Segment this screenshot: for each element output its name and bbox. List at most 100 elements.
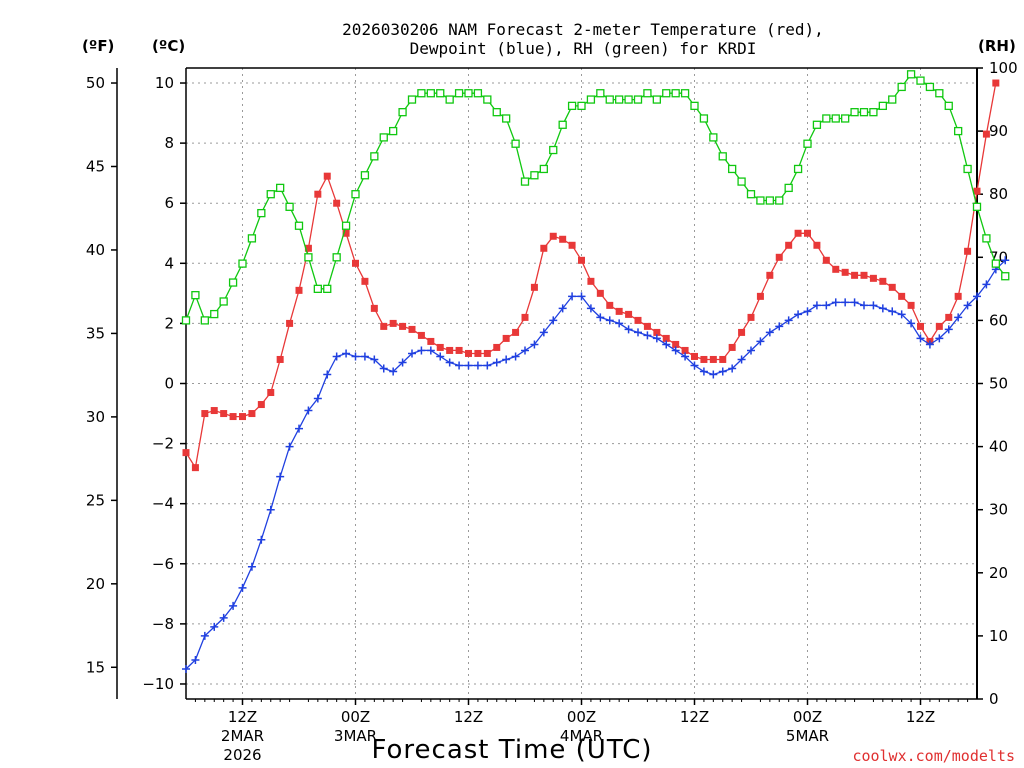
- temperature-point: [634, 316, 642, 324]
- dewpoint-point: [963, 301, 972, 310]
- rh-point: [492, 108, 501, 117]
- dewpoint-point: [191, 655, 200, 664]
- rh-tick-label: 0: [989, 690, 999, 708]
- rh-point: [407, 95, 417, 104]
- temperature-point: [521, 313, 529, 321]
- rh-point: [803, 139, 812, 148]
- rh-point: [219, 297, 228, 306]
- dewpoint-point: [671, 346, 680, 355]
- dewpoint-point: [492, 358, 501, 367]
- dewpoint-point: [747, 346, 755, 355]
- dewpoint-point: [323, 370, 332, 379]
- rh-point: [247, 234, 257, 243]
- temperature-point: [399, 322, 407, 330]
- temperature-point: [606, 301, 614, 309]
- dewpoint-point: [417, 346, 426, 355]
- dewpoint-point: [558, 304, 567, 313]
- temperature-point: [483, 349, 491, 357]
- temperature-point: [286, 319, 294, 327]
- rh-tick-label: 20: [989, 564, 1008, 582]
- rh-point: [257, 208, 266, 218]
- date-label: 5MAR: [786, 727, 829, 745]
- dewpoint-point: [464, 361, 473, 370]
- rh-point: [775, 196, 784, 205]
- time-tick-label: 12Z: [454, 708, 483, 726]
- dewpoint-point: [389, 367, 398, 376]
- rh-point: [859, 108, 869, 117]
- dewpoint-point: [266, 505, 275, 514]
- rh-point: [398, 108, 407, 117]
- rh-unit-label: (RH): [978, 37, 1016, 55]
- rh-point: [624, 95, 633, 104]
- temperature-point: [832, 265, 840, 273]
- celsius-tick-label: 10: [155, 74, 174, 92]
- temperature-point: [719, 355, 727, 363]
- dewpoint-point: [229, 601, 238, 610]
- celsius-tick-label: 6: [164, 194, 174, 212]
- dewpoint-point: [295, 424, 303, 433]
- dewpoint-point: [897, 310, 906, 319]
- rh-tick-label: 50: [989, 375, 1008, 393]
- rh-point: [982, 234, 991, 243]
- rh-point: [756, 196, 765, 205]
- dewpoint-point: [342, 349, 351, 358]
- fahrenheit-tick-label: 45: [86, 157, 105, 175]
- dewpoint-point: [182, 664, 190, 673]
- temperature-point: [935, 322, 943, 330]
- rh-point: [473, 89, 483, 98]
- temperature-point: [248, 410, 256, 418]
- time-tick-label: 12Z: [906, 708, 935, 726]
- fahrenheit-tick-label: 15: [86, 658, 105, 676]
- rh-point: [417, 89, 426, 98]
- dewpoint-point: [351, 352, 360, 361]
- temperature-point: [578, 256, 585, 264]
- rh-point: [1001, 272, 1010, 281]
- dewpoint-point: [954, 313, 963, 322]
- temperature-point: [352, 259, 359, 267]
- rh-point: [567, 101, 577, 111]
- temperature-point: [417, 331, 425, 339]
- celsius-tick-label: 0: [164, 375, 174, 393]
- temperature-point: [860, 271, 868, 279]
- temperature-point: [775, 253, 783, 261]
- temperature-point: [427, 337, 435, 345]
- dewpoint-point: [483, 361, 492, 370]
- fahrenheit-tick-label: 40: [86, 241, 105, 259]
- temperature-point: [747, 313, 755, 321]
- year-label: 2026: [223, 746, 261, 764]
- dewpoint-point: [210, 622, 219, 631]
- rh-point: [586, 95, 596, 104]
- rh-point: [238, 259, 247, 268]
- rh-point: [294, 221, 304, 230]
- rh-tick-label: 10: [989, 627, 1008, 645]
- dewpoint-point: [238, 583, 247, 592]
- dewpoint-point: [511, 352, 520, 361]
- temperature-point: [964, 247, 972, 255]
- temperature-point: [879, 277, 887, 285]
- dewpoint-point: [737, 355, 746, 364]
- rh-point: [671, 89, 680, 98]
- fahrenheit-tick-label: 20: [86, 575, 105, 593]
- rh-point: [181, 316, 191, 325]
- dewpoint-point: [822, 301, 831, 310]
- rh-point: [954, 126, 963, 136]
- dewpoint-point: [577, 292, 586, 301]
- dewpoint-point: [408, 349, 416, 358]
- fahrenheit-axis: 15 20 25 30 35 40 45 50: [86, 68, 118, 699]
- time-tick-label: 00Z: [341, 708, 370, 726]
- dewpoint-point: [690, 361, 699, 370]
- temperature-point: [625, 310, 633, 318]
- temperature-point: [549, 232, 557, 240]
- temperature-point: [888, 283, 896, 291]
- rh-point: [285, 202, 294, 211]
- series-layer: [181, 70, 1010, 673]
- dewpoint-point: [935, 334, 944, 343]
- dewpoint-point: [652, 334, 661, 343]
- temperature-point: [267, 389, 275, 397]
- dewpoint-point: [455, 361, 464, 370]
- temperature-point: [276, 355, 284, 363]
- chart-title-line-2: Dewpoint (blue), RH (green) for KRDI: [410, 39, 757, 58]
- dewpoint-point: [709, 370, 718, 379]
